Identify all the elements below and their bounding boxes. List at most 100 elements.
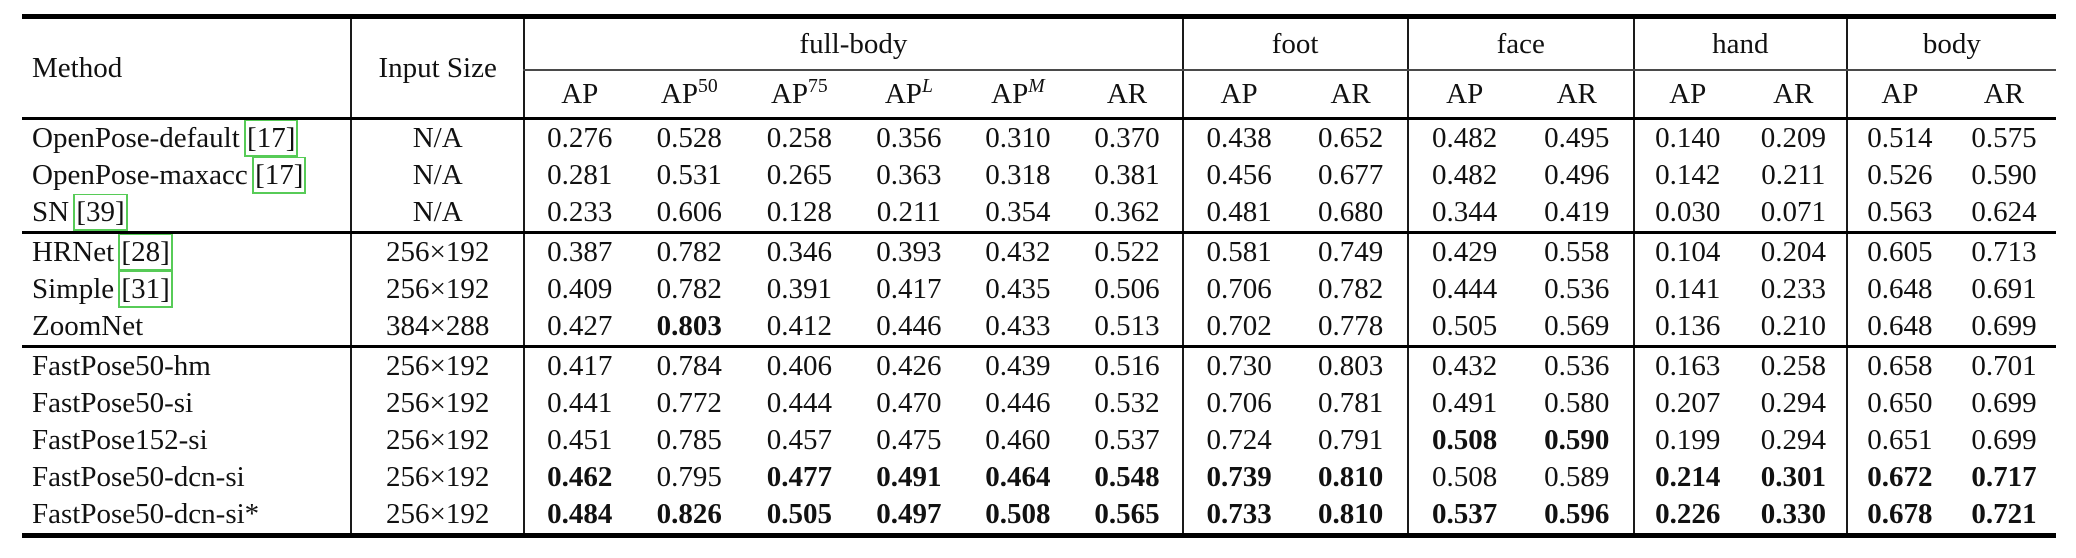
value-cell: 0.427 [523, 308, 635, 347]
citation-link[interactable]: [31] [118, 271, 173, 308]
citation-link[interactable]: [17] [252, 157, 307, 194]
value-cell: 0.699 [1971, 310, 2037, 342]
value-cell: 0.163 [1632, 345, 1741, 385]
value-cell: 0.739 [1181, 459, 1295, 496]
value-cell: 0.526 [1845, 157, 1952, 194]
method-cell: ZoomNet [22, 308, 351, 347]
col-header-foot-ar: AR [1294, 70, 1408, 120]
table-row: OpenPose-maxacc [17] N/A 0.281 0.531 0.265 0.… [22, 157, 2056, 194]
value-cell: 0.778 [1318, 310, 1384, 342]
value-cell: 0.391 [766, 273, 832, 305]
value-cell: 0.460 [985, 424, 1051, 456]
value-cell: 0.548 [1094, 461, 1160, 493]
value-cell: 0.580 [1544, 387, 1610, 419]
value-cell: 0.482 [1406, 118, 1521, 157]
value-cell: 0.508 [1406, 459, 1521, 496]
col-header-method: Method [22, 16, 352, 120]
col-header-fullbody-ap50: AP50 [634, 70, 745, 120]
col-header-body-ap: AP [1845, 70, 1952, 120]
col-header-fullbody-ap75: AP75 [744, 70, 855, 120]
citation-link[interactable]: [28] [118, 235, 173, 271]
group-header-hand: hand [1632, 16, 1847, 71]
table-row: FastPose50-si 256×192 0.441 0.772 0.444 0.470… [22, 385, 2056, 422]
value-cell: 0.441 [523, 385, 635, 422]
value-cell: 0.495 [1544, 122, 1610, 154]
value-cell: 0.435 [985, 273, 1051, 305]
method-name: FastPose50-si [32, 387, 194, 419]
citation-link[interactable]: [17] [244, 119, 299, 157]
table-row: FastPose152-si 256×192 0.451 0.785 0.457 0.47… [22, 422, 2056, 459]
value-cell: 0.344 [1406, 194, 1521, 233]
table-group-openpose: OpenPose-default [17] N/A 0.276 0.528 0.258 0… [22, 118, 2056, 233]
input-size-cell: 384×288 [350, 308, 525, 347]
value-cell: 0.508 [985, 498, 1051, 530]
value-cell: 0.506 [1094, 273, 1160, 305]
value-cell: 0.803 [1294, 345, 1408, 385]
value-cell: 0.409 [523, 271, 635, 308]
value-cell: 0.233 [523, 194, 635, 233]
value-cell: 0.680 [1318, 196, 1384, 228]
value-cell: 0.204 [1740, 231, 1847, 271]
table-group-fastpose: FastPose50-hm 256×192 0.417 0.784 0.406 0.426… [22, 345, 2056, 536]
input-size-cell: 256×192 [350, 422, 525, 459]
value-cell: 0.258 [766, 122, 832, 154]
col-header-face-ar: AR [1520, 70, 1634, 120]
value-cell: 0.491 [876, 461, 942, 493]
method-name: SN [32, 196, 70, 228]
table-row: FastPose50-hm 256×192 0.417 0.784 0.406 0.426… [22, 345, 2056, 385]
value-cell: 0.508 [1406, 422, 1521, 459]
col-header-fullbody-apm: APM [963, 70, 1073, 120]
table-row: FastPose50-dcn-si 256×192 0.462 0.795 0.477 0… [22, 459, 2056, 496]
value-cell: 0.691 [1971, 273, 2037, 305]
value-cell: 0.528 [656, 122, 722, 154]
value-cell: 0.457 [766, 424, 832, 456]
citation-link[interactable]: [39] [73, 194, 128, 231]
value-cell: 0.717 [1971, 461, 2037, 493]
value-cell: 0.426 [854, 345, 964, 385]
value-cell: 0.596 [1544, 498, 1610, 530]
table-row: FastPose50-dcn-si* 256×192 0.484 0.826 0.505… [22, 496, 2056, 536]
value-cell: 0.140 [1632, 118, 1741, 157]
value-cell: 0.624 [1971, 196, 2037, 228]
value-cell: 0.590 [1544, 424, 1610, 456]
value-cell: 0.417 [876, 273, 942, 305]
value-cell: 0.795 [656, 461, 722, 493]
col-header-body-ar: AR [1951, 70, 2056, 120]
value-cell: 0.589 [1544, 461, 1610, 493]
value-cell: 0.211 [1761, 159, 1826, 191]
input-size-cell: 256×192 [350, 496, 525, 536]
value-cell: 0.516 [1072, 345, 1183, 385]
col-header-hand-ap: AP [1632, 70, 1741, 120]
value-cell: 0.393 [854, 231, 964, 271]
value-cell: 0.210 [1760, 310, 1826, 342]
input-size-cell: 256×192 [350, 271, 525, 308]
value-cell: 0.030 [1632, 194, 1741, 233]
value-cell: 0.537 [1406, 496, 1521, 536]
value-cell: 0.207 [1632, 385, 1741, 422]
method-cell: Simple [31] [22, 271, 351, 308]
value-cell: 0.721 [1971, 498, 2037, 530]
method-name: Simple [32, 273, 115, 305]
method-name: FastPose50-dcn-si [32, 461, 245, 493]
table-row: ZoomNet 384×288 0.427 0.803 0.412 0.446 0.433 0… [22, 308, 2056, 347]
value-cell: 0.412 [766, 310, 832, 342]
value-cell: 0.482 [1406, 157, 1521, 194]
value-cell: 0.678 [1845, 496, 1952, 536]
value-cell: 0.677 [1318, 159, 1384, 191]
group-header-row: Method Input Size full-body foot face ha… [22, 16, 2056, 120]
value-cell: 0.784 [634, 345, 745, 385]
value-cell: 0.370 [1094, 122, 1160, 154]
value-cell: 0.569 [1544, 310, 1610, 342]
value-cell: 0.648 [1845, 308, 1952, 347]
value-cell: 0.209 [1760, 122, 1826, 154]
value-cell: 0.565 [1094, 498, 1160, 530]
value-cell: 0.429 [1406, 231, 1521, 271]
value-cell: 0.706 [1181, 385, 1295, 422]
value-cell: 0.439 [963, 345, 1073, 385]
value-cell: 0.417 [523, 345, 635, 385]
method-cell: SN [39] [22, 194, 351, 233]
value-cell: 0.104 [1632, 231, 1741, 271]
value-cell: 0.071 [1760, 196, 1826, 228]
value-cell: 0.803 [656, 310, 722, 342]
value-cell: 0.381 [1094, 159, 1160, 191]
